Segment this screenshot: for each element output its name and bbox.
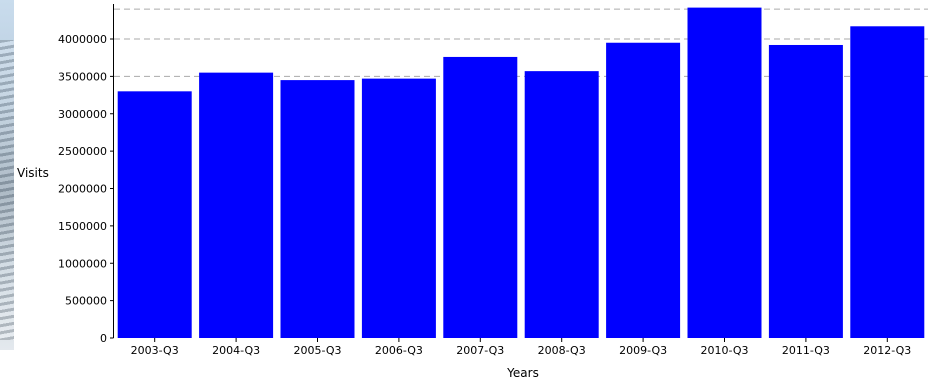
y-tick-label: 3000000 (58, 108, 107, 121)
y-axis-title: Visits (17, 166, 49, 180)
x-tick-label: 2003-Q3 (131, 344, 179, 357)
y-tick-label: 2500000 (58, 145, 107, 158)
x-tick-label: 2005-Q3 (293, 344, 341, 357)
y-tick-label: 0 (100, 332, 107, 345)
x-tick-label: 2004-Q3 (212, 344, 260, 357)
bars-group (117, 7, 925, 339)
x-tick-label: 2008-Q3 (538, 344, 586, 357)
bar-2007-Q3 (443, 56, 518, 338)
x-tick-label: 2009-Q3 (619, 344, 667, 357)
bar-2011-Q3 (768, 44, 843, 338)
y-tick-label: 2000000 (58, 183, 107, 196)
x-axis-title: Years (506, 366, 539, 380)
x-tick-label: 2010-Q3 (700, 344, 748, 357)
bar-2010-Q3 (687, 7, 762, 338)
y-tick-labels: 0 500000 1000000 1500000 2000000 2500000 30000… (58, 33, 107, 345)
axes-group (110, 4, 888, 342)
x-tick-label: 2011-Q3 (782, 344, 830, 357)
bar-2009-Q3 (606, 42, 681, 339)
x-tick-labels: 2003-Q3 2004-Q3 2005-Q3 2006-Q3 2007-Q3 2008-… (131, 344, 912, 357)
bar-2003-Q3 (117, 91, 192, 338)
y-tick-label: 1000000 (58, 257, 107, 270)
bar-2006-Q3 (361, 78, 436, 339)
bar-2004-Q3 (199, 72, 274, 338)
y-tick-label: 4000000 (58, 33, 107, 46)
background-photo (0, 0, 14, 350)
bar-2008-Q3 (524, 71, 599, 338)
x-tick-label: 2012-Q3 (863, 344, 911, 357)
bar-2012-Q3 (850, 26, 925, 338)
x-tick-label: 2007-Q3 (456, 344, 504, 357)
y-tick-label: 500000 (65, 295, 107, 308)
y-tick-label: 1500000 (58, 220, 107, 233)
bar-2005-Q3 (280, 80, 355, 339)
y-tick-label: 3500000 (58, 70, 107, 83)
x-tick-label: 2006-Q3 (375, 344, 423, 357)
